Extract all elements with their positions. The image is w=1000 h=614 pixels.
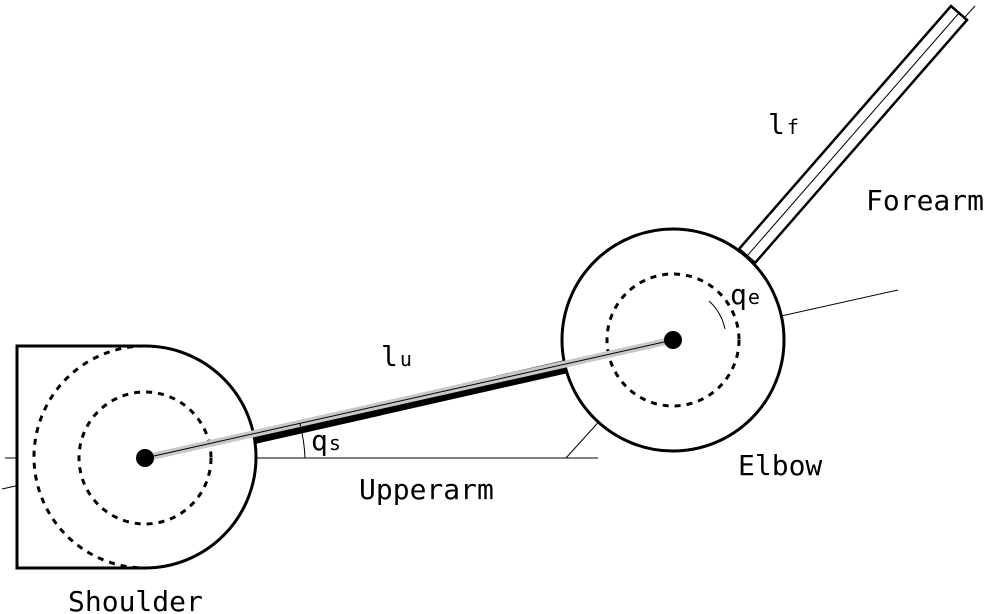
shoulder-inner-dashed-circle	[77, 390, 213, 526]
upperarm-center-line	[144, 339, 674, 459]
shoulder-joint	[136, 449, 154, 467]
forearm-label: Forearm	[866, 184, 984, 217]
forearm-length-symbol: l	[768, 108, 785, 141]
elbow-joint	[664, 331, 682, 349]
elbow-angle-label: qe	[730, 278, 760, 311]
elbow-angle-arc	[708, 300, 726, 330]
elbow-angle-symbol: q	[730, 278, 747, 311]
upperarm-length-symbol: l	[381, 340, 398, 373]
forearm-center-line	[746, 12, 960, 257]
upperarm-label: Upperarm	[359, 473, 494, 506]
elbow-angle-subscript: e	[748, 285, 760, 309]
shoulder-angle-label: qs	[311, 424, 341, 457]
upperarm-length-subscript: u	[400, 347, 412, 371]
forearm-length-subscript: f	[787, 115, 799, 139]
shoulder-angle-symbol: q	[311, 424, 328, 457]
shoulder-angle-arc	[299, 423, 306, 459]
shoulder-angle-subscript: s	[329, 431, 341, 455]
elbow-inner-dashed-circle	[605, 272, 741, 408]
shoulder-outer-dashed-arc	[32, 344, 146, 570]
shoulder-label: Shoulder	[68, 585, 203, 614]
elbow-label: Elbow	[738, 449, 822, 482]
